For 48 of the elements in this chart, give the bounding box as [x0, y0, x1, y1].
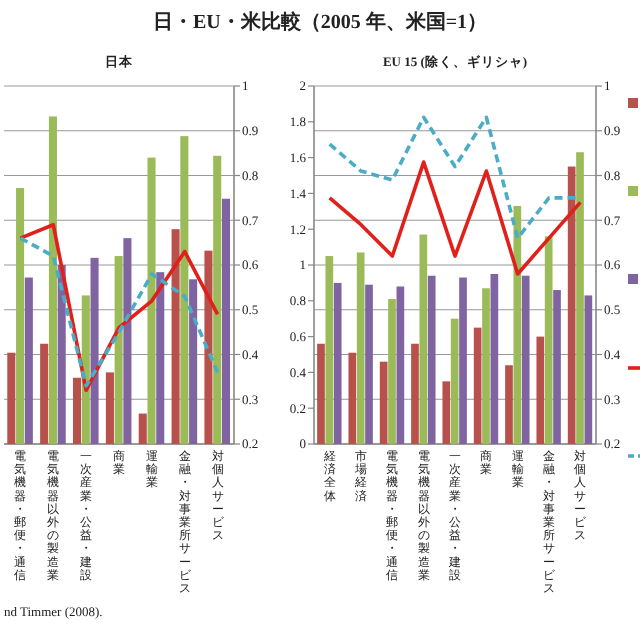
bar — [171, 229, 180, 444]
bar — [105, 372, 114, 444]
bar — [584, 295, 593, 444]
bar — [147, 157, 156, 444]
bar — [317, 343, 325, 444]
bar — [388, 299, 396, 444]
bar — [123, 238, 132, 444]
bar — [450, 318, 459, 444]
bar — [138, 413, 147, 444]
bar — [553, 290, 561, 444]
bar — [221, 198, 231, 444]
bar — [544, 236, 553, 444]
bar — [379, 361, 388, 444]
bar — [213, 155, 222, 444]
bar — [505, 365, 513, 444]
line-series — [327, 160, 583, 276]
bar — [411, 343, 419, 444]
bar — [536, 336, 545, 444]
bar — [180, 136, 189, 444]
bar — [189, 279, 198, 444]
bar — [24, 277, 33, 444]
bar — [365, 284, 373, 444]
bar — [482, 288, 490, 444]
bar — [204, 250, 213, 444]
bar — [333, 282, 342, 444]
bar — [396, 286, 405, 444]
bar — [473, 327, 482, 444]
bar — [459, 277, 467, 444]
bar — [513, 205, 522, 444]
bar — [48, 116, 57, 444]
bar — [521, 275, 530, 444]
bar — [442, 381, 451, 444]
bar — [73, 377, 82, 444]
bar — [156, 272, 165, 444]
bar — [576, 152, 584, 444]
bar — [490, 273, 499, 444]
bar — [356, 252, 365, 444]
bar — [419, 234, 428, 444]
bar — [348, 352, 357, 444]
bar — [81, 295, 90, 444]
text: 日・EU・米比較（2005 年、米国=1） — [152, 10, 488, 34]
bar — [7, 352, 16, 444]
bar — [40, 343, 49, 444]
bar — [16, 188, 25, 444]
bar — [90, 257, 99, 444]
bar — [427, 275, 436, 444]
bar — [325, 256, 334, 444]
bar — [114, 256, 123, 444]
